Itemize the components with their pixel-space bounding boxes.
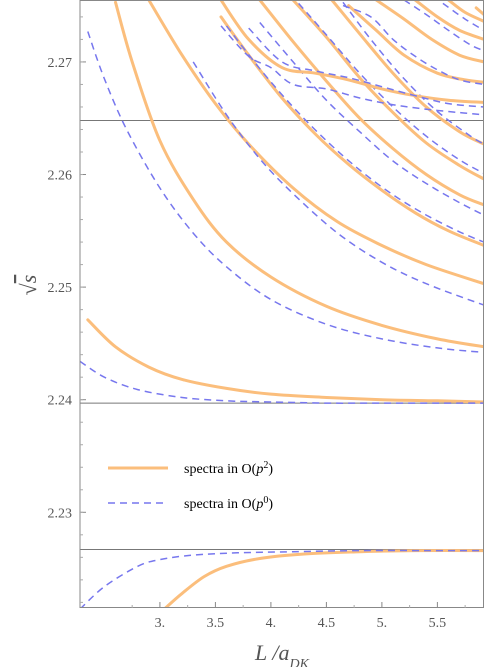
y-tick-label: 2.24 xyxy=(48,394,73,409)
legend-label-p2: spectra in O(p2) xyxy=(184,460,273,478)
spectrum-p0-curve-1 xyxy=(80,549,484,608)
spectrum-p0-curve-11 xyxy=(259,22,484,216)
spectrum-p2-curve-20 xyxy=(413,0,484,41)
spectrum-p2-curve-12 xyxy=(291,0,484,181)
spectrum-p2-curve-18 xyxy=(347,4,484,84)
x-axis-title: L /aDK xyxy=(254,640,310,667)
spectrum-p0-curve-26 xyxy=(442,2,484,32)
spectrum-p0-curve-3 xyxy=(80,360,484,404)
spectrum-p2-curve-6 xyxy=(147,0,484,286)
spectrum-p0-curve-5 xyxy=(87,31,484,354)
svg-text:L /aDK: L /aDK xyxy=(254,640,310,667)
x-tick-label: 5. xyxy=(377,616,388,631)
spectrum-p0-curve-13 xyxy=(298,2,484,175)
spectrum-p2-curve-16 xyxy=(219,0,484,104)
spectrum-p2-curve-0 xyxy=(164,549,484,608)
spectrum-p2-curve-19 xyxy=(374,0,484,64)
x-tick-label: 3. xyxy=(155,616,166,631)
x-tick-label: 4. xyxy=(266,616,277,631)
y-tick-label: 2.26 xyxy=(48,169,73,184)
spectrum-p0-curve-17 xyxy=(248,27,484,108)
svg-text:√s: √s xyxy=(16,275,41,296)
y-axis-title: √s xyxy=(16,275,41,296)
spectrum-p0-curve-7 xyxy=(192,61,484,306)
spectrum-p2-curve-22 xyxy=(474,6,484,17)
spectrum-p2-curve-4 xyxy=(114,0,484,349)
y-tick-label: 2.25 xyxy=(48,281,73,296)
y-tick-label: 2.23 xyxy=(48,506,73,521)
x-tick-label: 5.5 xyxy=(429,616,447,631)
legend-label-p0: spectra in O(p0) xyxy=(184,495,273,513)
spectrum-p2-curve-14 xyxy=(330,0,484,146)
spectrum-p2-curve-10 xyxy=(258,0,484,207)
y-tick-label: 2.27 xyxy=(48,56,73,71)
legend: spectra in O(p2) spectra in O(p0) xyxy=(108,460,273,513)
spectrum-p2-curve-21 xyxy=(447,0,484,23)
spectrum-p0-curve-24 xyxy=(342,4,484,86)
spectrum-p0-curve-9 xyxy=(225,25,484,243)
spectrum-p2-curve-2 xyxy=(86,318,484,404)
spectrum-p0-curve-23 xyxy=(220,25,484,116)
x-tick-label: 3.5 xyxy=(207,616,225,631)
x-tick-label: 4.5 xyxy=(318,616,336,631)
spectrum-p0-curve-25 xyxy=(403,0,484,52)
